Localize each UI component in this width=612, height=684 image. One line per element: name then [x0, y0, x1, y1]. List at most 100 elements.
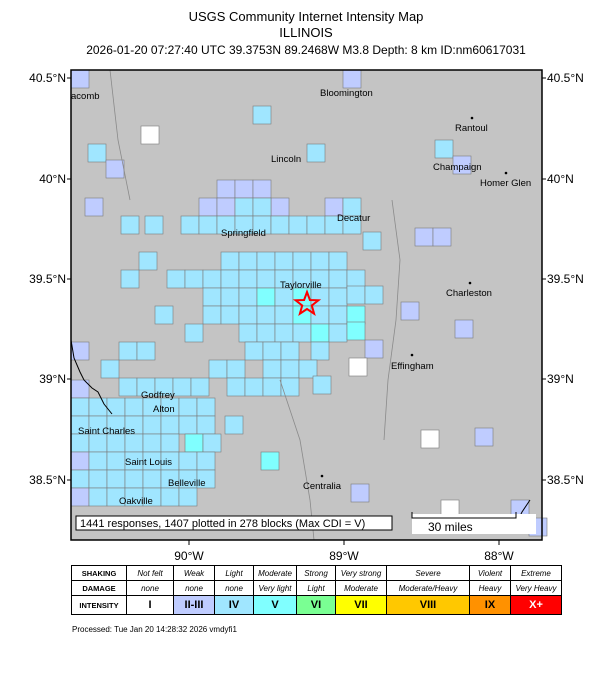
intensity-cell[interactable]: [196, 397, 216, 417]
intensity-cell[interactable]: [262, 377, 282, 397]
intensity-cell[interactable]: [400, 301, 420, 321]
intensity-cell[interactable]: [220, 287, 240, 307]
intensity-cell[interactable]: [142, 415, 162, 435]
intensity-cell[interactable]: [234, 197, 254, 217]
intensity-cell[interactable]: [310, 251, 330, 271]
intensity-cell[interactable]: [312, 375, 332, 395]
intensity-cell[interactable]: [220, 305, 240, 325]
intensity-cell[interactable]: [226, 359, 246, 379]
intensity-cell[interactable]: [342, 215, 362, 235]
intensity-cell[interactable]: [220, 251, 240, 271]
intensity-cell[interactable]: [306, 215, 326, 235]
intensity-cell[interactable]: [118, 377, 138, 397]
intensity-cell[interactable]: [224, 415, 244, 435]
intensity-cell[interactable]: [346, 305, 366, 325]
intensity-cell[interactable]: [270, 197, 290, 217]
intensity-cell[interactable]: [256, 323, 276, 343]
intensity-cell[interactable]: [274, 305, 294, 325]
intensity-cell[interactable]: [124, 469, 144, 489]
intensity-cell[interactable]: [172, 377, 192, 397]
intensity-cell[interactable]: [70, 451, 90, 471]
intensity-cell[interactable]: [260, 451, 280, 471]
intensity-cell[interactable]: [256, 305, 276, 325]
intensity-cell[interactable]: [202, 287, 222, 307]
intensity-cell[interactable]: [202, 433, 222, 453]
intensity-cell[interactable]: [70, 469, 90, 489]
intensity-cell[interactable]: [87, 143, 107, 163]
intensity-cell[interactable]: [252, 197, 272, 217]
intensity-cell[interactable]: [432, 227, 452, 247]
intensity-cell[interactable]: [238, 269, 258, 289]
intensity-cell[interactable]: [106, 469, 126, 489]
intensity-cell[interactable]: [178, 415, 198, 435]
intensity-cell[interactable]: [274, 251, 294, 271]
intensity-cell[interactable]: [142, 433, 162, 453]
intensity-cell[interactable]: [252, 179, 272, 199]
intensity-cell[interactable]: [84, 197, 104, 217]
intensity-cell[interactable]: [196, 415, 216, 435]
intensity-cell[interactable]: [280, 377, 300, 397]
intensity-cell[interactable]: [184, 433, 204, 453]
intensity-cell[interactable]: [364, 339, 384, 359]
intensity-cell[interactable]: [142, 469, 162, 489]
intensity-cell[interactable]: [348, 357, 368, 377]
intensity-cell[interactable]: [154, 305, 174, 325]
intensity-cell[interactable]: [70, 69, 90, 89]
intensity-cell[interactable]: [244, 341, 264, 361]
intensity-cell[interactable]: [262, 341, 282, 361]
intensity-cell[interactable]: [238, 323, 258, 343]
intensity-cell[interactable]: [202, 269, 222, 289]
intensity-cell[interactable]: [346, 285, 366, 305]
intensity-cell[interactable]: [310, 341, 330, 361]
intensity-cell[interactable]: [106, 397, 126, 417]
intensity-cell[interactable]: [88, 451, 108, 471]
intensity-cell[interactable]: [342, 69, 362, 89]
intensity-cell[interactable]: [70, 397, 90, 417]
intensity-cell[interactable]: [364, 285, 384, 305]
intensity-cell[interactable]: [434, 139, 454, 159]
intensity-cell[interactable]: [298, 359, 318, 379]
intensity-cell[interactable]: [88, 397, 108, 417]
intensity-cell[interactable]: [252, 105, 272, 125]
intensity-cell[interactable]: [160, 487, 180, 507]
intensity-cell[interactable]: [138, 251, 158, 271]
intensity-cell[interactable]: [70, 487, 90, 507]
intensity-cell[interactable]: [178, 451, 198, 471]
intensity-cell[interactable]: [234, 179, 254, 199]
intensity-cell[interactable]: [216, 179, 236, 199]
intensity-cell[interactable]: [198, 197, 218, 217]
intensity-cell[interactable]: [190, 377, 210, 397]
intensity-cell[interactable]: [454, 319, 474, 339]
intensity-cell[interactable]: [288, 215, 308, 235]
intensity-cell[interactable]: [100, 359, 120, 379]
intensity-cell[interactable]: [270, 215, 290, 235]
intensity-cell[interactable]: [256, 269, 276, 289]
intensity-cell[interactable]: [328, 269, 348, 289]
intensity-cell[interactable]: [274, 323, 294, 343]
intensity-cell[interactable]: [244, 377, 264, 397]
intensity-cell[interactable]: [280, 341, 300, 361]
intensity-cell[interactable]: [140, 125, 160, 145]
intensity-cell[interactable]: [414, 227, 434, 247]
intensity-cell[interactable]: [88, 469, 108, 489]
intensity-cell[interactable]: [166, 269, 186, 289]
intensity-cell[interactable]: [136, 341, 156, 361]
intensity-cell[interactable]: [256, 251, 276, 271]
intensity-cell[interactable]: [178, 397, 198, 417]
intensity-cell[interactable]: [238, 305, 258, 325]
intensity-cell[interactable]: [328, 251, 348, 271]
intensity-cell[interactable]: [105, 159, 125, 179]
intensity-cell[interactable]: [208, 359, 228, 379]
intensity-cell[interactable]: [160, 433, 180, 453]
intensity-cell[interactable]: [350, 483, 370, 503]
intensity-cell[interactable]: [256, 287, 276, 307]
intensity-cell[interactable]: [328, 287, 348, 307]
intensity-cell[interactable]: [328, 323, 348, 343]
intensity-cell[interactable]: [180, 215, 200, 235]
intensity-cell[interactable]: [238, 251, 258, 271]
intensity-cell[interactable]: [88, 487, 108, 507]
intensity-cell[interactable]: [328, 305, 348, 325]
intensity-cell[interactable]: [292, 251, 312, 271]
intensity-cell[interactable]: [144, 215, 164, 235]
intensity-map[interactable]: acomb Bloomington Rantoul Lincoln Champaign H…: [0, 0, 612, 560]
